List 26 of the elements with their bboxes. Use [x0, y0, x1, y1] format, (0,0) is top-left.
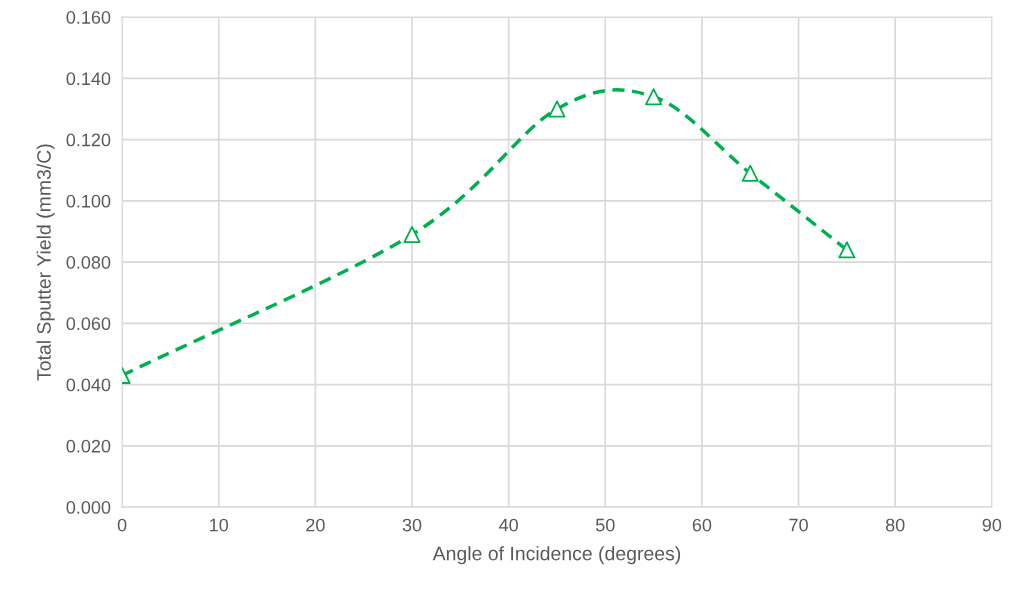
- point: [548, 100, 566, 118]
- x-tick-label: 60: [692, 518, 712, 532]
- x-tick-label: 40: [499, 518, 518, 532]
- point: [403, 226, 421, 244]
- x-tick-label: 50: [595, 518, 615, 532]
- x-tick-label: 70: [789, 518, 808, 532]
- y-tick-label: 0.080: [66, 256, 111, 269]
- point: [645, 88, 663, 106]
- x-tick-label: 30: [402, 518, 422, 532]
- point: [838, 241, 856, 259]
- y-tick-label: 0.000: [66, 501, 111, 514]
- x-tick-label: 90: [982, 518, 1002, 532]
- y-tick-label: 0.160: [66, 11, 111, 24]
- y-axis-title: Total Sputter Yield (mm3/C): [36, 144, 55, 381]
- y-tick-label: 0.060: [66, 317, 111, 331]
- x-tick-label: 80: [885, 518, 905, 532]
- y-tick-label: 0.040: [66, 378, 111, 392]
- x-axis-title: Angle of Incidence (degrees): [432, 546, 681, 565]
- y-tick-label: 0.020: [66, 439, 111, 453]
- x-tick-label: 10: [210, 518, 229, 532]
- x-tick-label: 20: [306, 518, 325, 532]
- x-tick-label: 0: [117, 518, 127, 532]
- point: [741, 164, 759, 182]
- y-tick-label: 0.140: [66, 72, 111, 86]
- y-tick-label: 0.100: [66, 194, 111, 208]
- y-tick-label: 0.120: [66, 133, 111, 147]
